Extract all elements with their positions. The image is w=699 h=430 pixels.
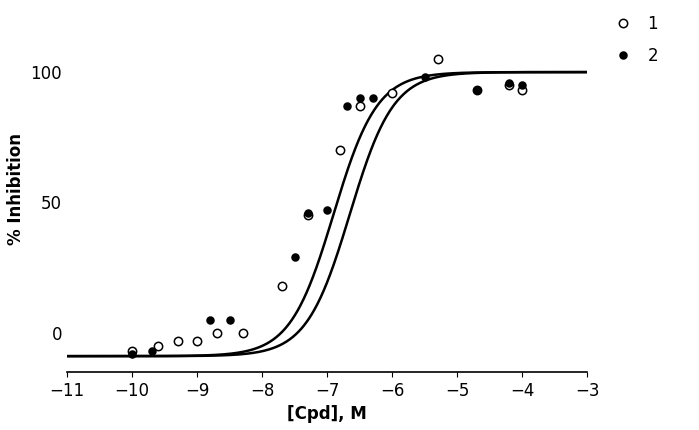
X-axis label: [Cpd], M: [Cpd], M — [287, 405, 367, 423]
Legend: 1, 2: 1, 2 — [606, 15, 658, 64]
Y-axis label: % Inhibition: % Inhibition — [7, 133, 25, 246]
